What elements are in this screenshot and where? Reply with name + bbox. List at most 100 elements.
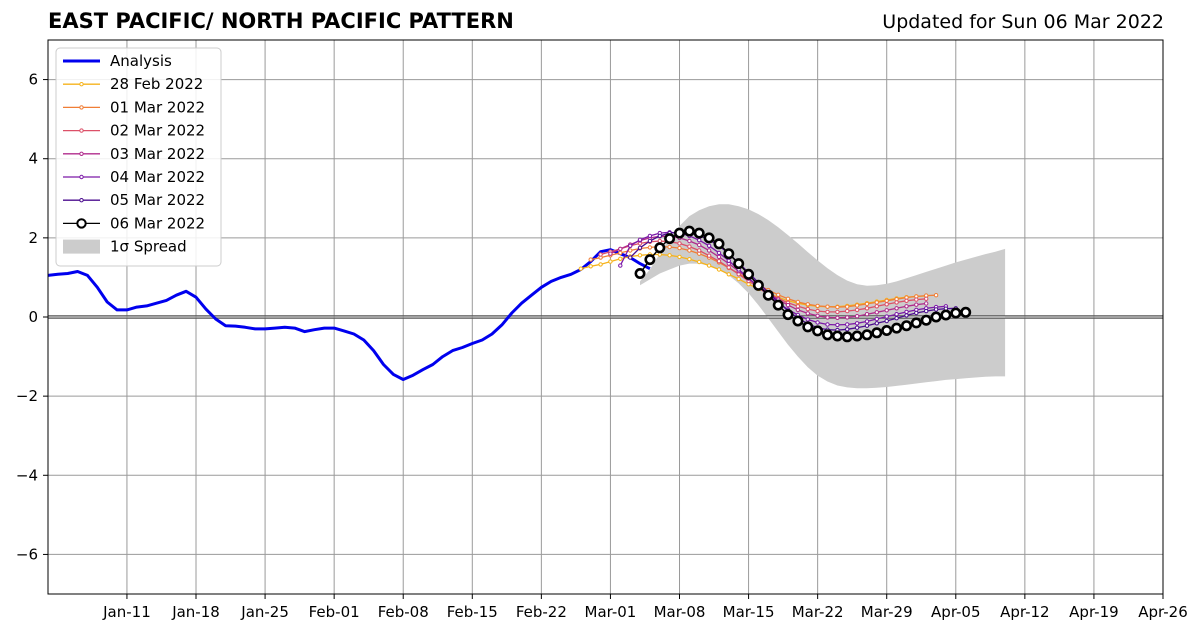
forecast-point (835, 315, 840, 320)
forecast-point (874, 300, 879, 305)
y-tick-label: 2 (28, 229, 38, 247)
forecast-point (891, 322, 903, 334)
legend-label: 28 Feb 2022 (110, 75, 203, 93)
forecast-point (628, 255, 633, 260)
forecast-point (703, 232, 715, 244)
forecast-point (795, 307, 801, 313)
legend-marker (79, 198, 84, 203)
legend-marker (79, 174, 84, 180)
forecast-point (894, 306, 899, 311)
forecast-point (914, 297, 919, 302)
forecast-point (697, 238, 702, 243)
forecast-point (706, 263, 712, 268)
forecast-point (697, 242, 702, 248)
x-tick-label: Mar-08 (654, 603, 706, 621)
forecast-point (752, 279, 764, 291)
forecast-point (687, 244, 692, 249)
forecast-point (914, 310, 919, 316)
forecast-point (831, 330, 843, 342)
forecast-point (874, 310, 879, 315)
forecast-point (716, 254, 722, 260)
legend-item: 02 Mar 2022 (63, 122, 205, 140)
forecast-point (805, 302, 810, 307)
legend-item: 05 Mar 2022 (63, 191, 205, 209)
forecast-point (608, 259, 613, 264)
forecast-point (904, 313, 909, 318)
legend-label: 1σ Spread (110, 238, 187, 256)
forecast-point (644, 254, 656, 266)
forecast-point (588, 257, 593, 262)
forecast-point (825, 322, 830, 327)
forecast-point (835, 322, 840, 328)
forecast-point (815, 320, 820, 325)
forecast-point (677, 241, 682, 246)
forecast-point (815, 313, 820, 318)
forecast-point (884, 314, 889, 319)
forecast-point (894, 316, 899, 321)
x-tick-label: Jan-25 (240, 603, 289, 621)
forecast-point (687, 257, 692, 262)
forecast-point (933, 307, 939, 312)
forecast-point (637, 245, 643, 251)
forecast-point (904, 309, 909, 315)
forecast-point (854, 325, 860, 330)
forecast-point (628, 243, 633, 249)
forecast-point (795, 304, 801, 309)
forecast-point (637, 253, 643, 258)
forecast-point (930, 311, 942, 323)
x-tick-label: Jan-18 (171, 603, 220, 621)
forecast-point (802, 321, 814, 333)
forecast-point (706, 253, 712, 258)
forecast-point (762, 289, 774, 301)
forecast-point (845, 327, 850, 332)
forecast-point (618, 250, 623, 256)
forecast-point (716, 250, 722, 256)
legend: Analysis 28 Feb 2022 01 Mar 2022 02 Mar 202… (55, 47, 222, 267)
forecast-point (706, 248, 712, 253)
forecast-point (805, 306, 810, 312)
forecast-point (697, 248, 702, 253)
forecast-point (835, 309, 840, 315)
legend-item: 04 Mar 2022 (63, 168, 205, 186)
forecast-point (835, 304, 840, 310)
forecast-point (854, 307, 860, 313)
forecast-point (825, 309, 830, 315)
x-tick-label: Mar-01 (585, 603, 637, 621)
forecast-point (588, 264, 593, 269)
y-tick-label: 6 (28, 71, 38, 89)
forecast-point (894, 312, 899, 317)
legend-item: 03 Mar 2022 (63, 145, 205, 163)
x-tick-label: Feb-08 (378, 603, 429, 621)
forecast-point (950, 307, 962, 319)
forecast-point (874, 304, 879, 309)
analysis-line (47, 248, 651, 381)
analysis-series (47, 248, 651, 381)
forecast-point (884, 298, 889, 303)
forecast-point (657, 252, 662, 257)
forecast-point (884, 302, 889, 307)
y-tick-label: 0 (28, 308, 38, 326)
forecast-point (673, 227, 685, 239)
forecast-point (805, 311, 810, 316)
forecast-point (578, 266, 583, 271)
forecast-point (667, 244, 672, 250)
forecast-point (914, 302, 919, 307)
legend-item: 28 Feb 2022 (63, 75, 203, 93)
legend-label: 04 Mar 2022 (110, 168, 205, 186)
forecast-point (687, 248, 692, 253)
forecast-point (693, 227, 705, 239)
forecast-point (854, 303, 860, 308)
forecast-point (657, 233, 662, 239)
forecast-series (578, 225, 972, 343)
forecast-point (723, 248, 735, 260)
forecast-point (884, 318, 889, 324)
forecast-point (733, 258, 745, 270)
forecast-point (854, 321, 860, 326)
x-tick-label: Mar-22 (792, 603, 844, 621)
forecast-point (825, 304, 830, 309)
forecast-point (795, 299, 801, 305)
forecast-point (864, 312, 870, 317)
forecast-point (845, 308, 850, 314)
forecast-point (874, 321, 879, 326)
x-tick-label: Jan-11 (102, 603, 151, 621)
